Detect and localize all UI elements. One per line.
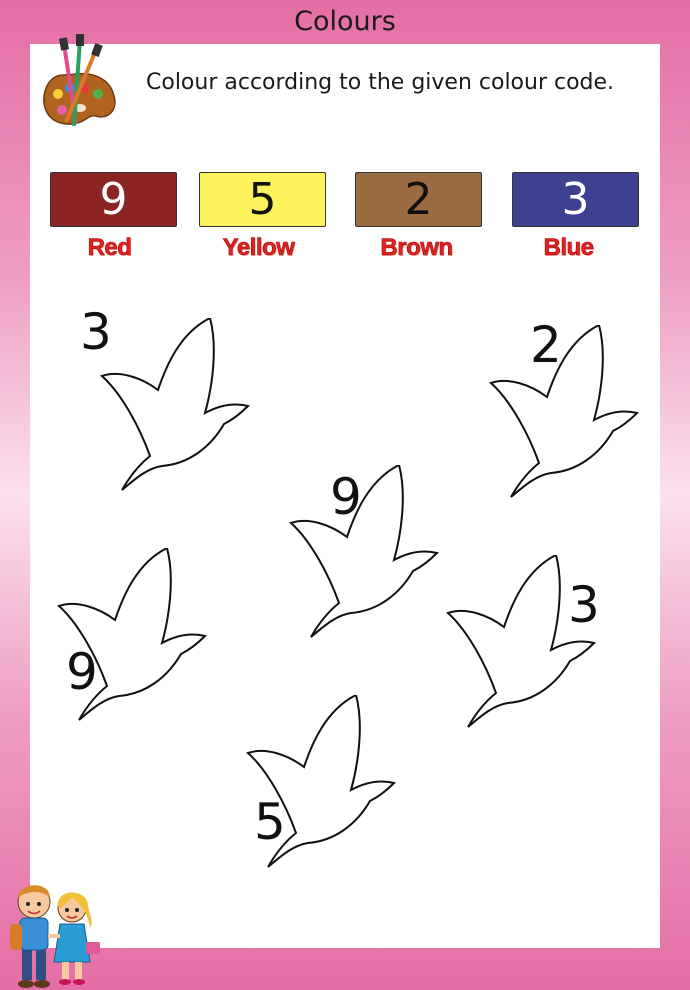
bird-outline[interactable]	[289, 465, 441, 641]
swatch-label-red: Red	[87, 234, 132, 262]
swatch-yellow: 5	[199, 172, 326, 227]
bird-number: 3	[80, 303, 112, 361]
children-illustration	[10, 885, 100, 988]
swatch-brown: 2	[355, 172, 482, 227]
instruction-text: Colour according to the given colour cod…	[146, 70, 615, 95]
swatch-label-blue: Blue	[543, 234, 594, 262]
bird-number: 5	[254, 793, 286, 851]
swatch-number: 9	[99, 174, 128, 225]
bird-outline[interactable]	[100, 318, 252, 494]
swatch-number: 3	[561, 174, 590, 225]
bird-outline[interactable]	[489, 325, 641, 501]
bird-number: 9	[330, 468, 362, 526]
paint-palette-icon	[43, 34, 116, 127]
swatch-label-yellow: Yellow	[222, 234, 295, 262]
bird-number: 2	[530, 316, 562, 374]
swatch-number: 2	[404, 174, 433, 225]
swatch-label-brown: Brown	[380, 234, 453, 262]
bird-number: 3	[568, 576, 600, 634]
swatch-number: 5	[248, 174, 277, 225]
swatch-blue: 3	[512, 172, 639, 227]
bird-number: 9	[66, 643, 98, 701]
page-title: Colours	[294, 6, 396, 37]
swatch-red: 9	[50, 172, 177, 227]
